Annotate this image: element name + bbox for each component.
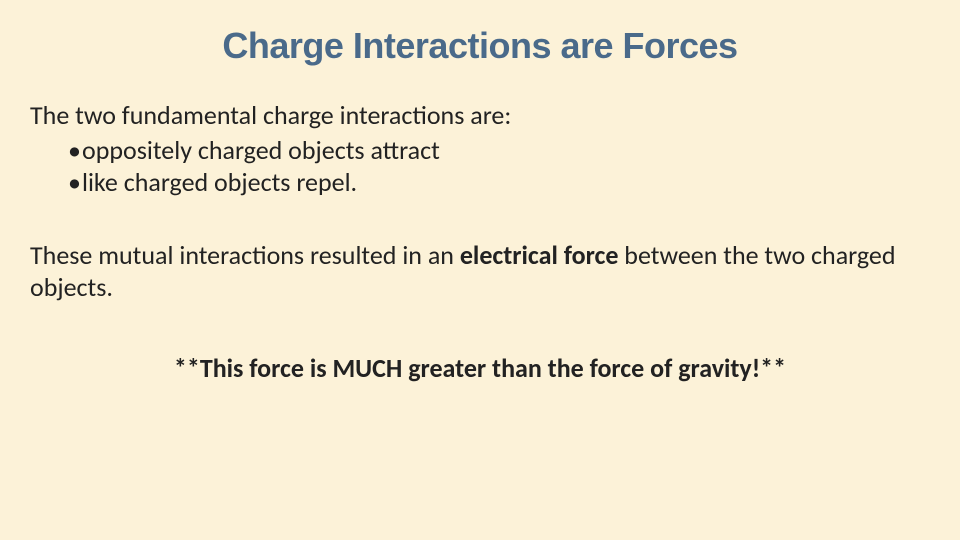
bullet-icon: • (68, 166, 82, 199)
slide-title: Charge Interactions are Forces (30, 25, 930, 67)
paragraph-2: These mutual interactions resulted in an… (30, 239, 930, 304)
bullet-item-2: •like charged objects repel. (30, 166, 930, 199)
para2-bold: electrical force (460, 239, 619, 271)
bullet-icon: • (68, 134, 82, 167)
bullet-text-1: oppositely charged objects attract (82, 134, 440, 166)
slide-body: The two fundamental charge interactions … (30, 99, 930, 384)
bullet-item-1: •oppositely charged objects attract (30, 134, 930, 167)
intro-line: The two fundamental charge interactions … (30, 99, 930, 132)
para2-pre: These mutual interactions resulted in an (30, 239, 460, 271)
emphasis-line: **This force is MUCH greater than the fo… (30, 352, 930, 385)
bullet-text-2: like charged objects repel. (82, 166, 357, 198)
slide-container: Charge Interactions are Forces The two f… (0, 0, 960, 540)
